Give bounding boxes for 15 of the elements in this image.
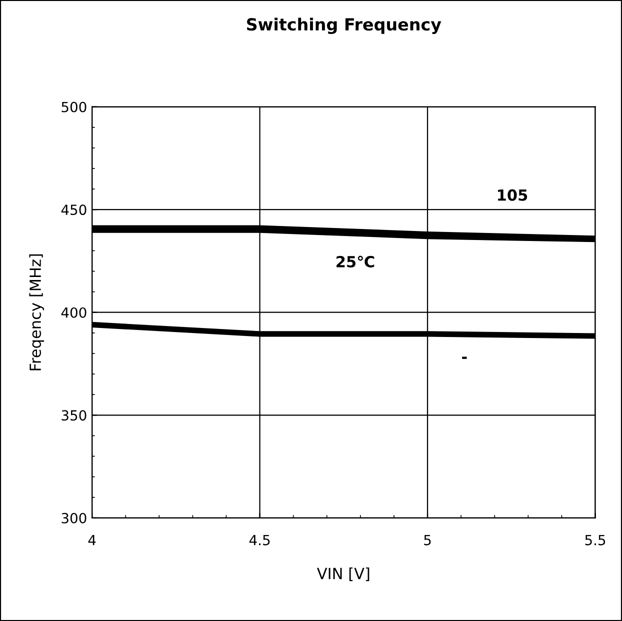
chart-title: Switching Frequency bbox=[247, 18, 442, 34]
x-axis-title: VIN [V] bbox=[316, 567, 370, 582]
y-tick-label: 350 bbox=[62, 410, 86, 421]
y-tick-label: 400 bbox=[61, 307, 86, 318]
x-tick-label: 4 bbox=[88, 535, 96, 546]
y-tick-label: 300 bbox=[62, 512, 86, 524]
x-tick-label: 4.5 bbox=[249, 535, 270, 546]
x-tick-label: 5 bbox=[424, 535, 431, 546]
annotation: 25℃ bbox=[336, 256, 374, 268]
y-axis-title: Freqency [MHz] bbox=[29, 254, 44, 370]
annotation: - bbox=[462, 356, 467, 359]
x-tick-label: 5.5 bbox=[585, 535, 606, 546]
annotation: 105 bbox=[498, 189, 528, 201]
y-tick-label: 450 bbox=[61, 204, 86, 216]
y-tick-label: 500 bbox=[62, 102, 86, 112]
